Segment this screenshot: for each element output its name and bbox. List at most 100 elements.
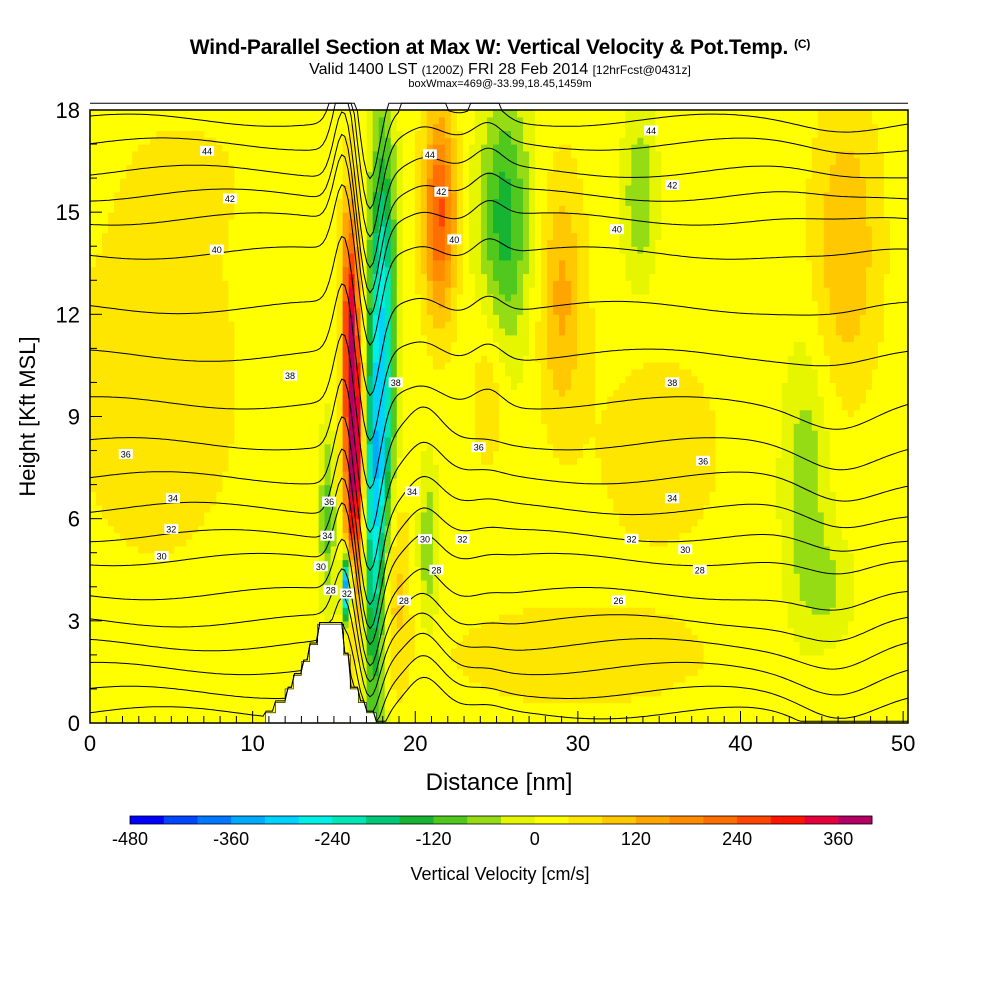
field-cell [360,498,368,506]
field-cell [270,218,278,227]
field-cell [162,579,169,588]
field-cell [240,552,247,561]
field-cell [336,566,344,574]
field-cell [378,232,386,241]
field-cell [390,484,398,493]
field-cell [180,648,187,656]
field-cell [108,491,115,499]
field-cell [348,491,356,499]
field-cell [312,341,320,349]
field-cell [156,600,163,608]
field-cell [144,205,151,213]
field-cell [342,375,350,384]
field-cell [216,709,223,717]
field-cell [228,648,235,656]
field-cell [114,300,121,309]
field-cell [216,695,223,704]
field-cell [222,716,229,724]
field-cell [222,205,229,213]
field-cell [132,205,139,213]
field-cell [192,355,199,363]
field-cell [408,150,416,159]
field-cell [306,423,314,431]
field-cell [264,559,272,567]
field-cell [318,334,326,343]
field-cell [240,368,247,377]
field-cell [246,457,253,465]
field-cell [228,484,235,493]
field-cell [300,205,308,213]
field-cell [264,396,272,404]
field-cell [396,191,404,200]
field-cell [384,402,392,411]
field-cell [102,239,109,247]
field-cell [258,430,266,438]
field-cell [264,348,272,356]
field-cell [384,545,392,554]
field-cell [234,436,241,445]
field-cell [192,607,199,615]
field-cell [276,293,284,302]
field-cell [384,511,392,520]
field-cell [198,450,205,458]
field-cell [402,545,410,554]
field-cell [90,525,97,533]
field-cell [318,498,326,506]
field-cell [192,273,199,281]
field-cell [180,457,187,465]
field-cell [396,314,404,322]
field-cell [276,396,284,404]
field-cell [132,648,139,656]
field-cell [144,634,151,642]
field-cell [186,423,193,431]
field-cell [96,614,103,622]
field-cell [90,259,97,268]
field-cell [270,137,278,145]
field-cell [408,552,416,561]
field-cell [276,620,284,629]
field-cell [198,212,205,220]
field-cell [342,246,350,254]
field-cell [288,110,296,118]
field-cell [252,654,260,663]
field-cell [288,178,296,186]
field-cell [270,314,278,322]
field-cell [144,688,151,697]
field-cell [180,307,187,315]
field-cell [216,498,223,506]
field-cell [258,675,266,683]
field-cell [234,688,241,697]
field-cell [246,634,253,642]
field-cell [366,362,374,370]
field-cell [168,620,175,629]
field-cell [288,545,296,554]
field-cell [390,348,398,356]
field-cell [276,239,284,247]
field-cell [336,511,344,520]
field-cell [108,184,115,193]
field-cell [198,634,205,642]
field-cell [222,511,229,520]
field-cell [216,423,223,431]
field-cell [306,232,314,241]
field-cell [126,641,133,649]
field-cell [150,402,157,411]
field-cell [174,627,181,636]
field-cell [240,559,247,567]
field-cell [390,239,398,247]
field-cell [108,511,115,520]
field-cell [210,287,217,295]
field-cell [336,498,344,506]
field-cell [132,225,139,234]
field-cell [204,579,211,588]
field-cell [300,457,308,465]
field-cell [384,532,392,540]
field-cell [252,191,260,200]
field-cell [384,375,392,384]
field-cell [240,334,247,343]
field-cell [90,198,97,206]
field-cell [108,396,115,404]
field-cell [138,716,145,724]
field-cell [414,348,422,356]
field-cell [330,607,338,615]
